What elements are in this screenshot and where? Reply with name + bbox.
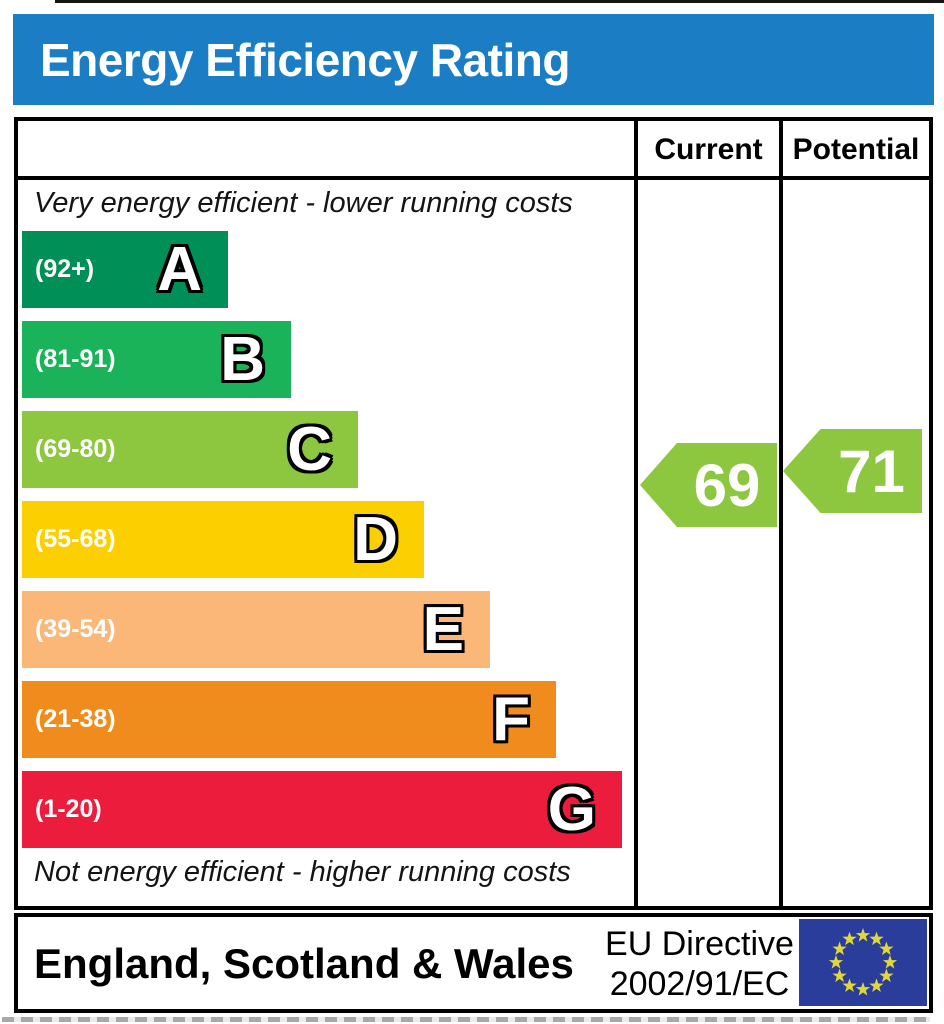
- band-a-range: (92+): [35, 255, 95, 283]
- band-f-range: (21-38): [35, 705, 116, 733]
- band-f-letter: F: [492, 685, 530, 754]
- band-b-letter: B: [220, 325, 265, 394]
- band-d: (55-68) D: [22, 501, 424, 578]
- column-divider-current: [634, 121, 638, 906]
- band-a: (92+) A: [22, 231, 228, 308]
- band-f: (21-38) F: [22, 681, 556, 758]
- band-c: (69-80) C: [22, 411, 358, 488]
- band-g: (1-20) G: [22, 771, 622, 848]
- column-header-potential: Potential: [792, 133, 920, 166]
- band-a-letter: A: [157, 235, 202, 304]
- band-g-range: (1-20): [35, 795, 102, 823]
- column-header-current: Current: [654, 133, 763, 166]
- band-e: (39-54) E: [22, 591, 490, 668]
- band-c-letter: C: [287, 415, 332, 484]
- top-border-line: [55, 0, 944, 3]
- band-c-range: (69-80): [35, 435, 116, 463]
- eu-directive-line2: 2002/91/EC: [609, 965, 790, 1003]
- column-divider-potential: [779, 121, 783, 906]
- header-separator-line: [18, 176, 929, 180]
- band-b: (81-91) B: [22, 321, 291, 398]
- band-d-range: (55-68): [35, 525, 116, 553]
- page-title: Energy Efficiency Rating: [40, 33, 570, 86]
- footer-bar: England, Scotland & Wales EU Directive 2…: [14, 913, 933, 1013]
- note-very-efficient: Very energy efficient - lower running co…: [34, 187, 573, 219]
- rating-table: Current Potential Very energy efficient …: [14, 117, 933, 910]
- band-e-letter: E: [422, 595, 464, 664]
- note-not-efficient: Not energy efficient - higher running co…: [34, 856, 571, 888]
- bottom-border-artifact: [2, 1017, 930, 1022]
- band-d-letter: D: [353, 505, 398, 574]
- eu-flag-icon: [799, 919, 927, 1006]
- eu-directive-line1: EU Directive: [605, 925, 794, 963]
- eu-directive-label: EU Directive 2002/91/EC: [596, 924, 803, 1004]
- current-rating-value: 69: [693, 451, 761, 519]
- band-b-range: (81-91): [35, 345, 116, 373]
- band-g-letter: G: [547, 775, 596, 844]
- title-bar: Energy Efficiency Rating: [13, 14, 934, 105]
- rating-bands: (92+) A (81-91) B (69-80) C (55-68) D (3…: [18, 121, 929, 906]
- band-e-range: (39-54): [35, 615, 116, 643]
- potential-rating-value: 71: [838, 437, 905, 505]
- region-label: England, Scotland & Wales: [34, 940, 574, 987]
